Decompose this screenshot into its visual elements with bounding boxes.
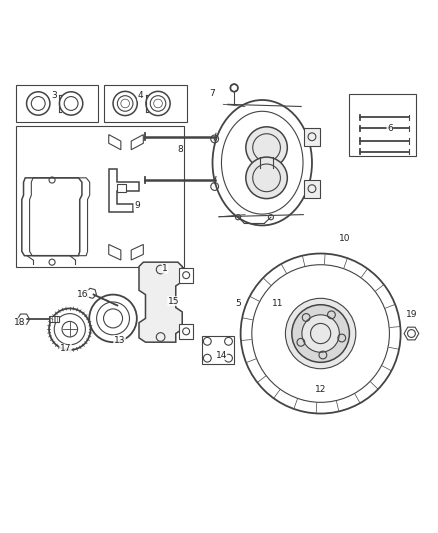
Text: 10: 10 xyxy=(339,234,350,243)
Circle shape xyxy=(246,157,287,199)
Text: 14: 14 xyxy=(215,351,227,360)
Text: 3: 3 xyxy=(51,91,57,100)
FancyBboxPatch shape xyxy=(304,180,320,198)
Text: 4: 4 xyxy=(138,91,143,100)
FancyBboxPatch shape xyxy=(202,336,234,364)
Circle shape xyxy=(246,127,287,168)
FancyBboxPatch shape xyxy=(104,85,187,122)
Text: 1: 1 xyxy=(162,264,168,273)
FancyBboxPatch shape xyxy=(179,268,193,282)
Text: 12: 12 xyxy=(315,385,326,394)
Text: 5: 5 xyxy=(236,299,241,308)
FancyBboxPatch shape xyxy=(49,316,59,322)
Text: 15: 15 xyxy=(168,296,179,305)
FancyBboxPatch shape xyxy=(349,93,416,156)
FancyBboxPatch shape xyxy=(16,126,184,266)
Text: 7: 7 xyxy=(210,89,215,98)
Text: 9: 9 xyxy=(134,201,140,211)
Text: 6: 6 xyxy=(387,124,393,133)
FancyBboxPatch shape xyxy=(304,128,320,146)
Text: 13: 13 xyxy=(114,335,125,344)
Text: 16: 16 xyxy=(77,290,88,299)
Text: 8: 8 xyxy=(177,145,183,154)
Circle shape xyxy=(292,305,350,362)
Text: 19: 19 xyxy=(406,310,417,319)
Text: 11: 11 xyxy=(272,299,283,308)
Circle shape xyxy=(286,298,356,369)
FancyBboxPatch shape xyxy=(117,184,126,192)
Polygon shape xyxy=(139,262,182,342)
FancyBboxPatch shape xyxy=(16,85,98,122)
FancyBboxPatch shape xyxy=(179,324,193,338)
Text: 18: 18 xyxy=(14,318,26,327)
Text: 17: 17 xyxy=(60,344,71,353)
Circle shape xyxy=(302,315,339,352)
